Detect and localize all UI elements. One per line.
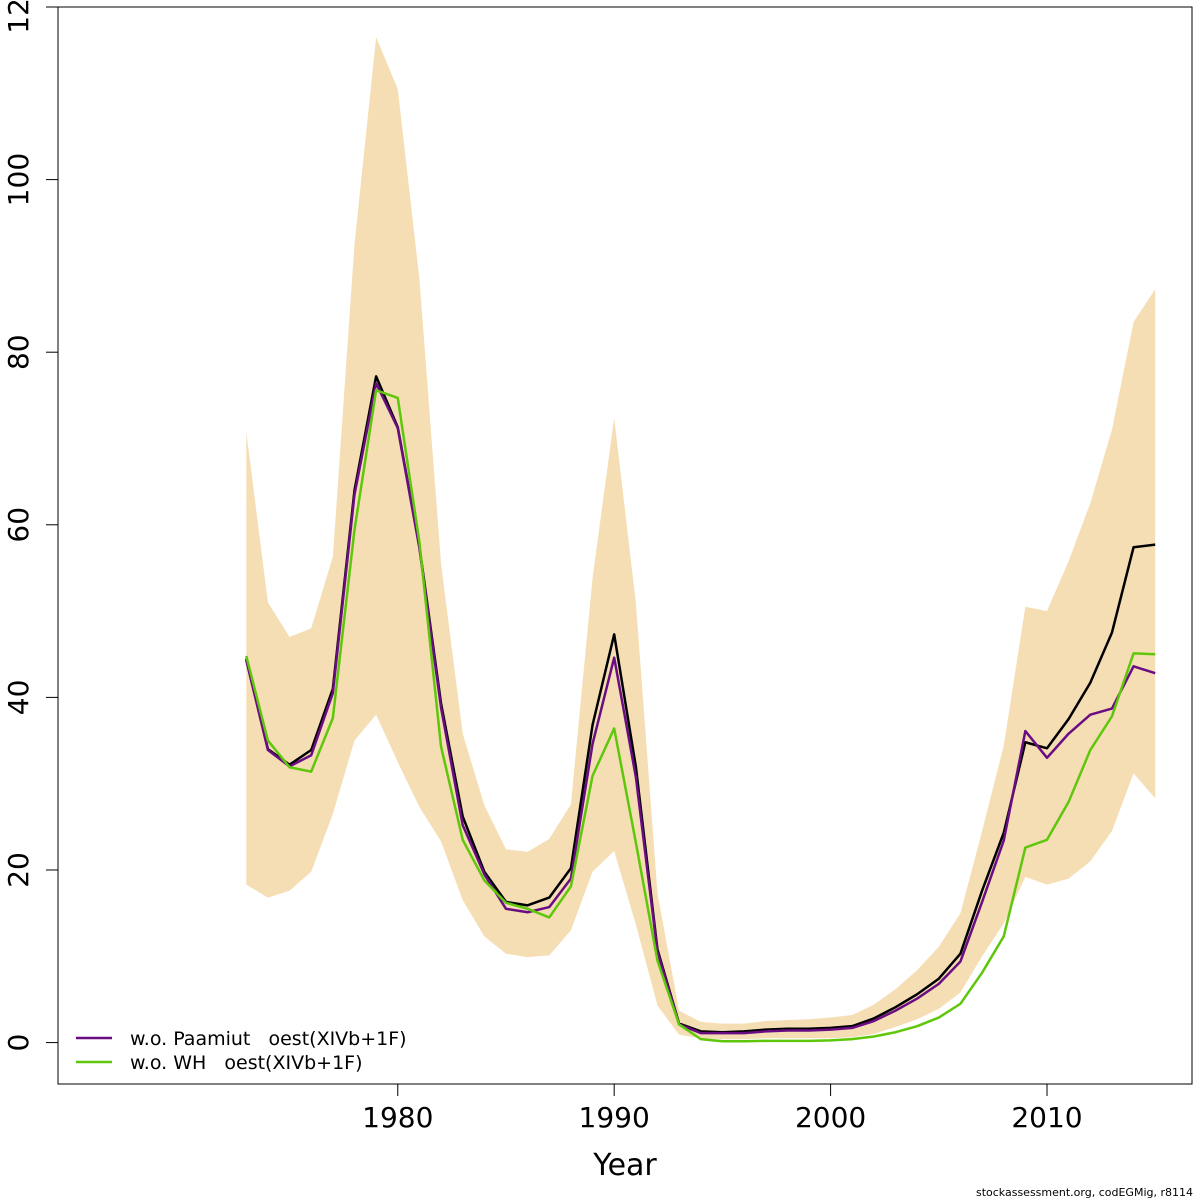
y-tick-label: 40 [2,680,35,716]
legend-label: w.o. WH oest(XIVb+1F) [130,1052,363,1074]
x-axis: 1980 1990 2000 2010 [362,1083,1083,1134]
x-tick-label: 2000 [795,1101,866,1134]
y-tick-label: 120 [2,0,35,34]
y-axis: 0 20 40 60 80 100 120 [2,0,59,1052]
y-tick-label: 0 [2,1034,35,1052]
confidence-band-layer [246,37,1156,1040]
x-tick-label: 2010 [1011,1101,1082,1134]
series-line-2 [245,382,1156,1035]
credit-text: stockassessment.org, codEGMig, r8114 [976,1186,1193,1199]
series-line-3 [245,388,1156,1043]
x-axis-title: Year [592,1148,657,1183]
y-tick-label: 20 [2,852,35,888]
x-tick-label: 1990 [579,1101,650,1134]
legend: w.o. Paamiut oest(XIVb+1F)w.o. WH oest(X… [76,1028,407,1074]
legend-label: w.o. Paamiut oest(XIVb+1F) [130,1028,407,1050]
x-tick-label: 1980 [362,1101,433,1134]
series-layer [245,375,1156,1043]
y-tick-label: 80 [2,334,35,370]
y-tick-label: 100 [2,153,35,206]
y-tick-label: 60 [2,507,35,543]
confidence-band [246,37,1156,1040]
